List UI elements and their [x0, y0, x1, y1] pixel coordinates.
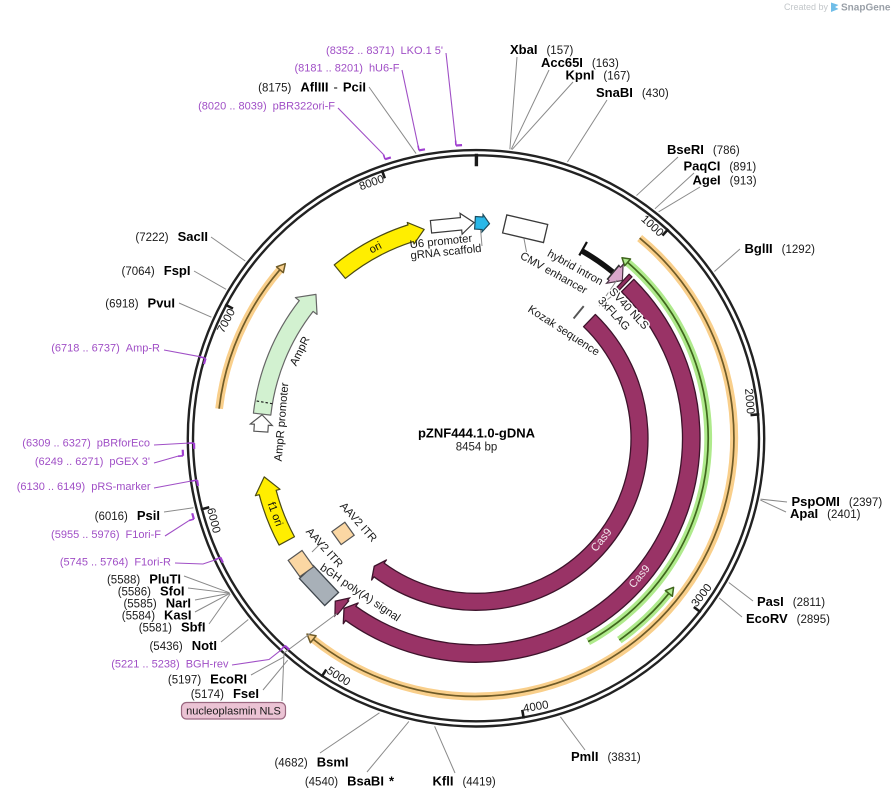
svg-text:SnaBI(430): SnaBI(430)	[596, 85, 669, 100]
svg-text:SnapGene: SnapGene	[841, 3, 891, 14]
svg-text:Created by: Created by	[784, 2, 829, 12]
svg-text:(5221 .. 5238)BGH-rev: (5221 .. 5238)BGH-rev	[111, 659, 229, 671]
svg-text:(6130 .. 6149)pRS-marker: (6130 .. 6149)pRS-marker	[17, 481, 151, 493]
svg-text:BseRI(786): BseRI(786)	[667, 142, 740, 157]
svg-text:(6249 .. 6271)pGEX 3': (6249 .. 6271)pGEX 3'	[35, 456, 150, 468]
svg-text:8454 bp: 8454 bp	[456, 442, 498, 454]
svg-text:(4540)BsaBI*: (4540)BsaBI*	[305, 774, 395, 789]
svg-text:nucleoplasmin NLS: nucleoplasmin NLS	[186, 706, 281, 718]
svg-text:(6016)PsiI: (6016)PsiI	[95, 508, 160, 523]
svg-text:pZNF444.1.0-gDNA: pZNF444.1.0-gDNA	[418, 426, 536, 441]
svg-text:PaqCI(891): PaqCI(891)	[684, 159, 757, 174]
svg-text:(5745 .. 5764)F1ori-R: (5745 .. 5764)F1ori-R	[60, 557, 171, 569]
svg-text:(6309 .. 6327)pBRforEco: (6309 .. 6327)pBRforEco	[22, 438, 150, 450]
svg-text:(8175)AflIII-PciI: (8175)AflIII-PciI	[258, 80, 366, 95]
svg-text:2000: 2000	[742, 388, 756, 415]
svg-text:(8181 .. 8201)hU6-F: (8181 .. 8201)hU6-F	[294, 63, 399, 75]
svg-text:(8352 .. 8371)LKO.1 5': (8352 .. 8371)LKO.1 5'	[326, 45, 443, 57]
svg-text:KflI(4419): KflI(4419)	[433, 774, 496, 789]
svg-text:(6718 .. 6737)Amp-R: (6718 .. 6737)Amp-R	[51, 343, 160, 355]
svg-text:(5955 .. 5976)F1ori-F: (5955 .. 5976)F1ori-F	[51, 529, 161, 541]
